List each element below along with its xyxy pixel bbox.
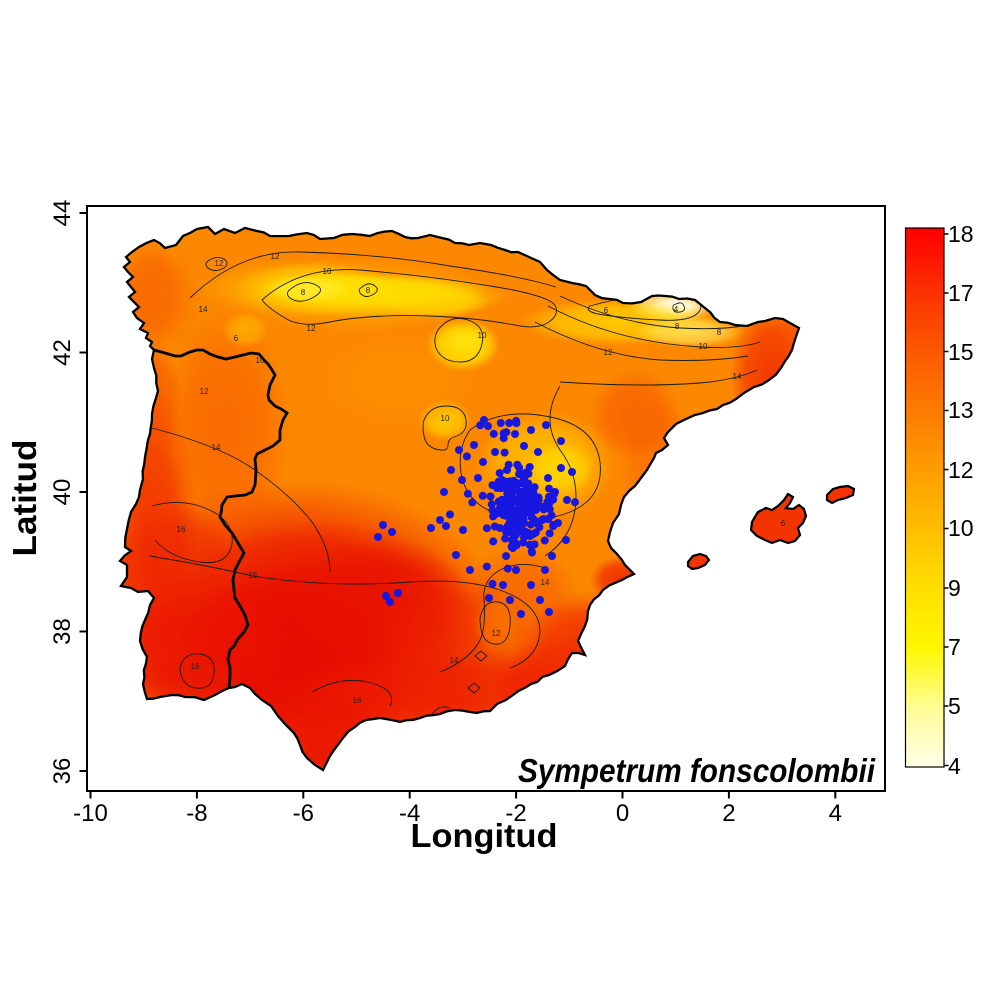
- svg-text:6: 6: [234, 334, 239, 343]
- svg-text:0: 0: [616, 800, 629, 827]
- svg-text:-2: -2: [505, 800, 526, 827]
- svg-text:9: 9: [948, 575, 961, 601]
- svg-text:14: 14: [199, 305, 208, 314]
- svg-text:Latitud: Latitud: [6, 440, 43, 557]
- svg-text:14: 14: [541, 578, 550, 587]
- svg-text:10: 10: [256, 356, 265, 365]
- svg-text:10: 10: [478, 331, 487, 340]
- svg-text:-8: -8: [186, 800, 207, 827]
- svg-text:12: 12: [271, 252, 280, 261]
- svg-text:8: 8: [717, 328, 722, 337]
- svg-text:4: 4: [948, 753, 961, 779]
- svg-text:4: 4: [674, 305, 679, 314]
- svg-text:13: 13: [948, 397, 974, 423]
- svg-text:15: 15: [948, 339, 974, 365]
- svg-text:12: 12: [307, 324, 316, 333]
- svg-text:17: 17: [948, 280, 974, 306]
- svg-text:10: 10: [699, 342, 708, 351]
- svg-text:15: 15: [249, 571, 258, 580]
- svg-text:12: 12: [200, 387, 209, 396]
- svg-text:18: 18: [948, 221, 974, 247]
- svg-text:42: 42: [49, 339, 76, 366]
- svg-text:8: 8: [366, 286, 371, 295]
- svg-text:12: 12: [492, 629, 501, 638]
- svg-text:6: 6: [781, 519, 786, 528]
- svg-text:10: 10: [323, 267, 332, 276]
- svg-text:16: 16: [177, 525, 186, 534]
- svg-text:12: 12: [948, 457, 974, 483]
- svg-text:44: 44: [49, 200, 76, 227]
- svg-text:12: 12: [604, 348, 613, 357]
- svg-text:14: 14: [450, 656, 459, 665]
- svg-text:40: 40: [49, 479, 76, 506]
- svg-text:7: 7: [948, 634, 961, 660]
- svg-text:5: 5: [948, 693, 961, 719]
- svg-text:14: 14: [733, 372, 742, 381]
- svg-text:16: 16: [191, 662, 200, 671]
- svg-text:36: 36: [49, 758, 76, 785]
- svg-text:38: 38: [49, 618, 76, 645]
- svg-text:8: 8: [301, 288, 306, 297]
- svg-text:8: 8: [675, 322, 680, 331]
- svg-text:12: 12: [215, 259, 224, 268]
- svg-text:10: 10: [948, 515, 974, 541]
- svg-text:Sympetrum fonscolombii: Sympetrum fonscolombii: [518, 752, 876, 789]
- svg-text:Longitud: Longitud: [411, 817, 558, 854]
- svg-text:4: 4: [829, 800, 842, 827]
- svg-text:16: 16: [353, 696, 362, 705]
- svg-text:-4: -4: [399, 800, 420, 827]
- svg-text:-10: -10: [73, 800, 108, 827]
- svg-text:-6: -6: [293, 800, 314, 827]
- svg-text:10: 10: [441, 414, 450, 423]
- svg-text:2: 2: [722, 800, 735, 827]
- svg-text:14: 14: [212, 443, 221, 452]
- svg-text:6: 6: [604, 306, 609, 315]
